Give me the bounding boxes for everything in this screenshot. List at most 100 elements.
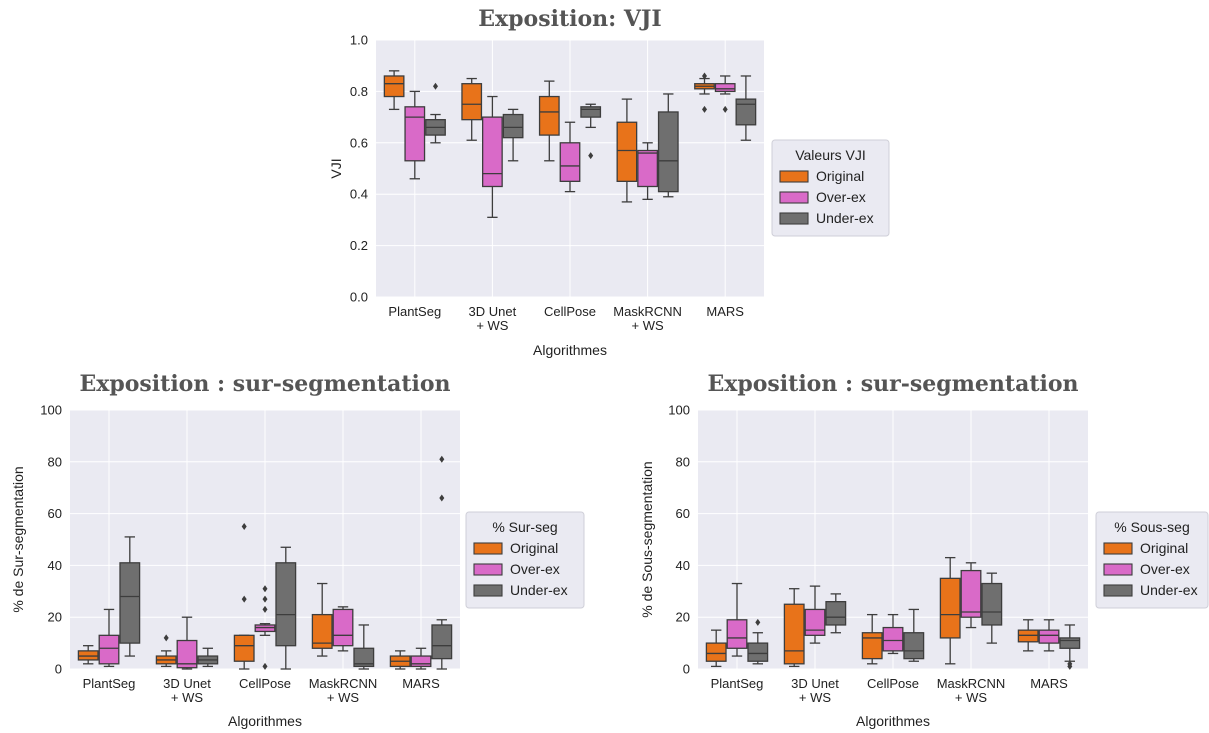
outlier-point <box>702 105 708 113</box>
x-tick-label: MARS <box>706 304 744 319</box>
x-tick-label: MaskRCNN <box>937 676 1006 691</box>
outlier-point <box>262 605 268 613</box>
box-iqr <box>882 626 904 652</box>
x-axis-label: Algorithmes <box>228 713 302 729</box>
box-iqr <box>311 613 333 649</box>
box-iqr <box>939 577 961 639</box>
x-tick-label: + WS <box>327 690 359 705</box>
box-original-2 <box>783 588 805 668</box>
box-iqr <box>431 624 453 660</box>
outlier-point <box>702 72 708 80</box>
box-iqr <box>559 142 581 183</box>
box-iqr <box>538 95 560 136</box>
legend-label-under-ex: Under-ex <box>510 582 568 598</box>
box-iqr <box>482 116 503 188</box>
box-under-ex-5 <box>735 75 757 141</box>
box-under-ex-3 <box>580 103 602 160</box>
x-axis-label: Algorithmes <box>856 713 930 729</box>
box-iqr <box>747 642 769 662</box>
box-iqr <box>714 83 736 93</box>
box-over-ex-1 <box>404 90 426 180</box>
box-iqr <box>981 582 1003 626</box>
box-iqr <box>616 121 638 182</box>
box-iqr <box>1038 629 1060 644</box>
box-original-5 <box>694 72 715 113</box>
outlier-point <box>439 494 445 502</box>
legend-swatch-original <box>779 170 809 183</box>
box-over-ex-5 <box>714 75 736 113</box>
x-tick-label: + WS <box>799 690 831 705</box>
box-under-ex-1 <box>425 82 446 144</box>
y-tick-label: 20 <box>676 610 690 625</box>
box-over-ex-4 <box>960 562 982 629</box>
y-tick-label: 100 <box>40 403 62 418</box>
box-original-3 <box>538 80 560 162</box>
box-over-ex-3 <box>559 121 581 193</box>
y-axis-label: % de Sous-segmentation <box>639 461 655 617</box>
y-axis-label: % de Sur-segmentation <box>10 466 26 612</box>
box-under-ex-4 <box>981 572 1003 644</box>
outlier-point <box>163 634 169 642</box>
box-original-2 <box>461 77 483 141</box>
legend-label-over-ex: Over-ex <box>510 561 560 577</box>
box-original-5 <box>389 650 411 670</box>
outlier-point <box>588 152 594 160</box>
legend-label-over-ex: Over-ex <box>816 189 866 205</box>
box-over-ex-1 <box>726 582 748 657</box>
x-tick-label: PlantSeg <box>388 304 441 319</box>
x-axis-label: Algorithmes <box>533 342 607 358</box>
box-original-3 <box>233 523 255 670</box>
y-tick-label: 0.2 <box>350 238 368 253</box>
legend: % Sous-seg Original Over-ex Under-ex <box>1095 511 1209 609</box>
box-under-ex-4 <box>353 624 375 670</box>
legend-swatch-over-ex <box>473 563 503 576</box>
legend-label-original: Original <box>816 168 864 184</box>
legend-title: Valeurs VJI <box>795 147 866 163</box>
legend-swatch-over-ex <box>779 191 809 204</box>
outlier-point <box>439 455 445 463</box>
box-iqr <box>410 655 432 668</box>
outlier-point <box>432 82 438 90</box>
box-over-ex-2 <box>176 616 198 670</box>
x-tick-label: 3D Unet <box>163 676 211 691</box>
y-tick-label: 80 <box>676 454 690 469</box>
legend-swatch-under-ex <box>473 584 503 597</box>
x-tick-label: + WS <box>476 318 508 333</box>
box-under-ex-1 <box>119 536 141 657</box>
box-iqr <box>353 647 375 668</box>
box-original-4 <box>939 556 961 665</box>
y-tick-label: 0.6 <box>350 135 368 150</box>
y-axis-label: VJI <box>328 158 344 178</box>
box-iqr <box>1059 637 1081 649</box>
y-tick-label: 1.0 <box>350 33 368 48</box>
y-tick-label: 0 <box>55 662 62 677</box>
outlier-point <box>262 662 268 670</box>
chart-panel-3: Exposition : sur-segmentation 0 20 40 60 80 10… <box>639 371 1209 729</box>
box-iqr <box>804 608 826 636</box>
legend-label-original: Original <box>510 540 558 556</box>
box-over-ex-3 <box>254 585 276 670</box>
box-iqr <box>903 632 925 660</box>
box-iqr <box>404 106 426 162</box>
x-tick-label: PlantSeg <box>711 676 764 691</box>
chart-title: Exposition: VJI <box>478 6 661 32</box>
box-over-ex-4 <box>332 606 354 652</box>
box-iqr <box>861 632 883 660</box>
legend-swatch-under-ex <box>1103 584 1133 597</box>
x-tick-label: + WS <box>955 690 987 705</box>
x-tick-label: 3D Unet <box>791 676 839 691</box>
box-iqr <box>705 642 727 662</box>
box-iqr <box>98 634 120 665</box>
box-original-3 <box>861 613 883 665</box>
outlier-point <box>1067 662 1073 670</box>
legend-label-over-ex: Over-ex <box>1140 561 1190 577</box>
legend-swatch-original <box>1103 542 1133 555</box>
y-tick-label: 20 <box>48 610 62 625</box>
y-tick-label: 0.8 <box>350 84 368 99</box>
legend-label-under-ex: Under-ex <box>816 210 874 226</box>
box-original-1 <box>77 645 99 665</box>
box-iqr <box>580 106 602 118</box>
box-over-ex-4 <box>637 142 658 200</box>
box-original-1 <box>705 629 727 668</box>
box-original-5 <box>1017 619 1039 652</box>
